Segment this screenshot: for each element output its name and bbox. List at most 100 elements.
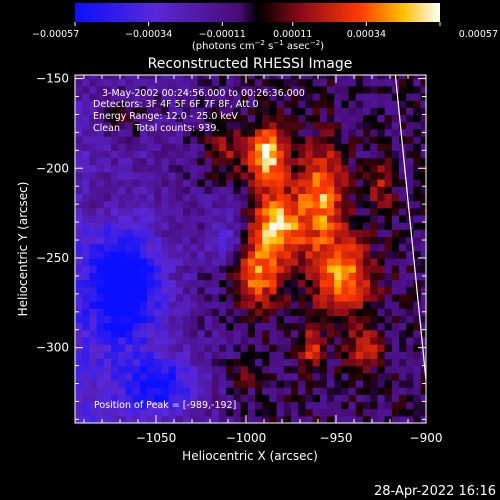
heatmap-pixel — [334, 236, 342, 245]
heatmap-pixel — [247, 394, 256, 403]
heatmap-pixel — [204, 150, 213, 159]
heatmap-pixel — [82, 128, 90, 137]
heatmap-pixel — [384, 229, 393, 238]
heatmap-pixel — [147, 150, 155, 159]
heatmap-pixel — [327, 286, 335, 295]
heatmap-pixel — [82, 301, 90, 309]
heatmap-pixel — [420, 250, 426, 259]
heatmap-pixel — [255, 85, 263, 94]
heatmap-pixel — [291, 365, 299, 374]
heatmap-pixel — [111, 387, 119, 395]
heatmap-pixel — [319, 207, 328, 216]
x-axis-label: Heliocentric X (arcsec) — [182, 449, 318, 463]
heatmap-pixel — [370, 85, 378, 94]
heatmap-pixel — [147, 243, 155, 252]
heatmap-pixel — [247, 401, 256, 410]
heatmap-pixel — [363, 408, 371, 417]
heatmap-pixel — [183, 257, 191, 266]
heatmap-pixel — [312, 143, 321, 151]
heatmap-pixel — [240, 85, 249, 94]
heatmap-pixel — [132, 222, 141, 230]
heatmap-pixel — [298, 85, 306, 94]
heatmap-pixel — [161, 243, 170, 252]
heatmap-pixel — [168, 114, 177, 123]
heatmap-pixel — [283, 179, 292, 187]
heatmap-pixel — [391, 250, 400, 259]
heatmap-pixel — [276, 171, 285, 180]
heatmap-pixel — [89, 257, 98, 266]
heatmap-pixel — [147, 272, 155, 281]
heatmap-pixel — [219, 114, 227, 123]
heatmap-pixel — [377, 179, 386, 187]
heatmap-pixel — [348, 286, 357, 295]
heatmap-pixel — [406, 179, 414, 187]
heatmap-pixel — [276, 157, 285, 166]
heatmap-pixel — [226, 394, 234, 403]
heatmap-pixel — [406, 193, 414, 202]
heatmap-pixel — [132, 257, 141, 266]
heatmap-pixel — [175, 293, 184, 302]
heatmap-pixel — [204, 415, 213, 423]
heatmap-pixel — [413, 193, 422, 202]
heatmap-pixel — [341, 379, 350, 388]
heatmap-pixel — [161, 193, 170, 202]
heatmap-pixel — [312, 265, 321, 273]
heatmap-pixel — [319, 408, 328, 417]
heatmap-pixel — [211, 415, 220, 423]
heatmap-pixel — [363, 92, 371, 101]
heatmap-pixel — [154, 164, 162, 173]
heatmap-pixel — [240, 408, 249, 417]
heatmap-pixel — [391, 408, 400, 417]
heatmap-pixel — [305, 121, 314, 130]
heatmap-pixel — [341, 415, 350, 423]
heatmap-pixel — [355, 186, 364, 194]
heatmap-pixel — [247, 222, 256, 230]
heatmap-pixel — [413, 315, 422, 324]
heatmap-pixel — [370, 179, 378, 187]
heatmap-pixel — [161, 171, 170, 180]
heatmap-pixel — [377, 365, 386, 374]
heatmap-pixel — [75, 401, 83, 410]
heatmap-pixel — [82, 286, 90, 295]
heatmap-pixel — [89, 243, 98, 252]
heatmap-pixel — [391, 257, 400, 266]
heatmap-pixel — [103, 207, 112, 216]
heatmap-pixel — [75, 171, 83, 180]
heatmap-pixel — [96, 387, 105, 395]
heatmap-pixel — [406, 286, 414, 295]
heatmap-pixel — [334, 387, 342, 395]
heatmap-pixel — [96, 265, 105, 273]
heatmap-pixel — [154, 372, 162, 381]
heatmap-pixel — [355, 121, 364, 130]
heatmap-pixel — [319, 387, 328, 395]
heatmap-pixel — [154, 394, 162, 403]
heatmap-pixel — [283, 222, 292, 230]
heatmap-pixel — [211, 322, 220, 331]
heatmap-pixel — [399, 308, 407, 316]
heatmap-pixel — [355, 107, 364, 116]
heatmap-pixel — [240, 351, 249, 360]
heatmap-pixel — [305, 293, 314, 302]
heatmap-pixel — [406, 78, 414, 87]
heatmap-pixel — [161, 415, 170, 423]
heatmap-pixel — [384, 164, 393, 173]
heatmap-pixel — [312, 322, 321, 331]
heatmap-pixel — [247, 351, 256, 360]
heatmap-pixel — [96, 179, 105, 187]
heatmap-pixel — [262, 179, 270, 187]
heatmap-pixel — [118, 179, 126, 187]
heatmap-pixel — [75, 186, 83, 194]
heatmap-pixel — [183, 365, 191, 374]
heatmap-pixel — [269, 157, 278, 166]
heatmap-pixel — [197, 222, 206, 230]
heatmap-pixel — [363, 128, 371, 137]
heatmap-pixel — [298, 372, 306, 381]
heatmap-pixel — [132, 365, 141, 374]
heatmap-pixel — [96, 372, 105, 381]
heatmap-pixel — [219, 394, 227, 403]
heatmap-pixel — [111, 408, 119, 417]
heatmap-pixel — [319, 272, 328, 281]
heatmap-pixel — [240, 301, 249, 309]
heatmap-pixel — [82, 207, 90, 216]
heatmap-pixel — [312, 135, 321, 144]
